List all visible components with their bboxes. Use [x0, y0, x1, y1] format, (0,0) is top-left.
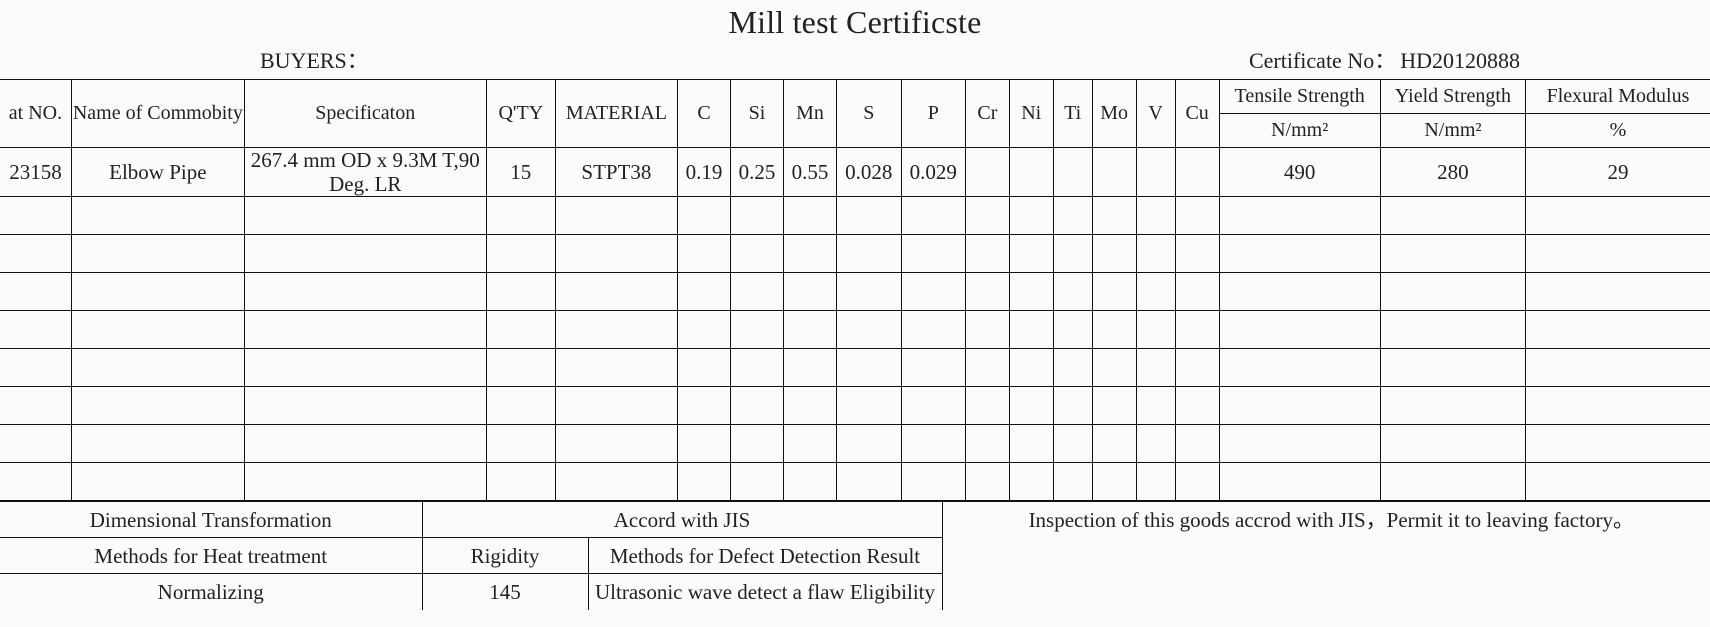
col-heat-no: at NO.: [0, 80, 71, 148]
cell-spec: 267.4 mm OD x 9.3M T,90 Deg. LR: [244, 148, 486, 197]
col-ti: Ti: [1053, 80, 1092, 148]
defect-method-label: Methods for Defect Detection Result: [588, 538, 942, 574]
col-mo: Mo: [1092, 80, 1136, 148]
cell-V: [1136, 148, 1175, 197]
cell-Cu: [1175, 148, 1219, 197]
certno-value: HD20120888: [1400, 48, 1520, 73]
table-row-empty: [0, 273, 1710, 311]
table-row-empty: [0, 425, 1710, 463]
col-s: S: [837, 80, 902, 148]
col-flex: Flexural Modulus: [1526, 80, 1710, 114]
col-ni: Ni: [1009, 80, 1053, 148]
unit-tensile: N/mm²: [1219, 114, 1380, 148]
rigidity-label: Rigidity: [422, 538, 588, 574]
table-row-empty: [0, 349, 1710, 387]
certno-label: Certificate No：: [1249, 48, 1396, 73]
col-mn: Mn: [784, 80, 837, 148]
col-tensile: Tensile Strength: [1219, 80, 1380, 114]
cell-Mo: [1092, 148, 1136, 197]
table-row-empty: [0, 311, 1710, 349]
col-cu: Cu: [1175, 80, 1219, 148]
col-c: C: [678, 80, 731, 148]
table-row-empty: [0, 463, 1710, 501]
inspection-note: Inspection of this goods accrod with JIS…: [942, 502, 1710, 610]
cell-yield: 280: [1380, 148, 1525, 197]
cell-name: Elbow Pipe: [71, 148, 244, 197]
cell-Cr: [966, 148, 1010, 197]
col-si: Si: [731, 80, 784, 148]
col-yield: Yield Strength: [1380, 80, 1525, 114]
col-qty: Q'TY: [486, 80, 555, 148]
unit-flex: %: [1526, 114, 1710, 148]
unit-yield: N/mm²: [1380, 114, 1525, 148]
table-row-empty: [0, 387, 1710, 425]
accord-value: Accord with JIS: [422, 502, 942, 538]
results-table: at NO. Name of Commobity Specificaton Q'…: [0, 79, 1710, 501]
rigidity-value: 145: [422, 574, 588, 610]
certificate-page: Mill test Certificste BUYERS： Certificat…: [0, 0, 1710, 610]
col-cr: Cr: [966, 80, 1010, 148]
table-row-empty: [0, 235, 1710, 273]
cell-material: STPT38: [555, 148, 677, 197]
col-v: V: [1136, 80, 1175, 148]
buyers-label: BUYERS：: [260, 43, 369, 75]
cell-Si: 0.25: [731, 148, 784, 197]
heat-method-value: Normalizing: [0, 574, 422, 610]
cell-heat_no: 23158: [0, 148, 71, 197]
cell-S: 0.028: [837, 148, 902, 197]
defect-method-value: Ultrasonic wave detect a flaw Eligibilit…: [588, 574, 942, 610]
col-p: P: [901, 80, 966, 148]
heat-method-label: Methods for Heat treatment: [0, 538, 422, 574]
page-title: Mill test Certificste: [0, 4, 1710, 41]
col-material: MATERIAL: [555, 80, 677, 148]
cell-Ti: [1053, 148, 1092, 197]
cell-tensile: 490: [1219, 148, 1380, 197]
cell-qty: 15: [486, 148, 555, 197]
table-row-empty: [0, 197, 1710, 235]
dim-transform-label: Dimensional Transformation: [0, 502, 422, 538]
cell-flex: 29: [1526, 148, 1710, 197]
cell-Mn: 0.55: [784, 148, 837, 197]
certificate-number: Certificate No：HD20120888: [1249, 43, 1520, 75]
sub-header: BUYERS： Certificate No：HD20120888: [0, 43, 1710, 79]
cell-Ni: [1009, 148, 1053, 197]
cell-C: 0.19: [678, 148, 731, 197]
col-spec: Specificaton: [244, 80, 486, 148]
cell-P: 0.029: [901, 148, 966, 197]
col-name: Name of Commobity: [71, 80, 244, 148]
table-row: 23158Elbow Pipe267.4 mm OD x 9.3M T,90 D…: [0, 148, 1710, 197]
footer-table: Dimensional Transformation Accord with J…: [0, 501, 1710, 610]
